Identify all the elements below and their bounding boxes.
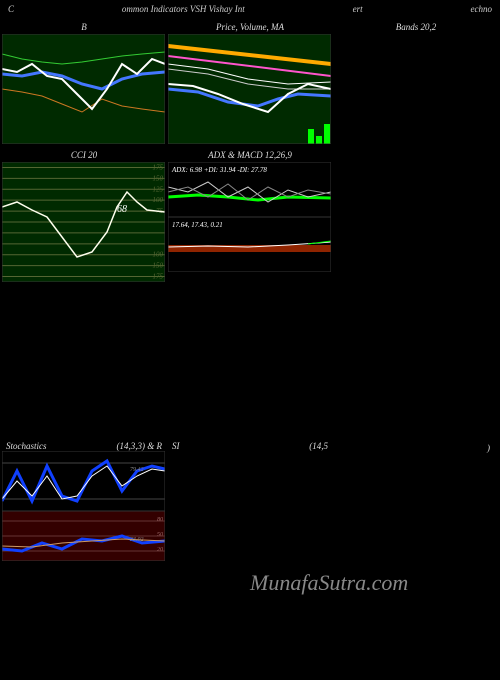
svg-text:100: 100 — [153, 196, 164, 204]
hdr-right: echno — [470, 4, 492, 14]
svg-text:50: 50 — [157, 532, 163, 538]
panel-adx-macd: ADX & MACD 12,26,9 ADX: 6.98 +DI: 31.94 … — [168, 148, 332, 282]
stoch-chart-2: 80 50 20 33.02 — [2, 511, 165, 561]
rsi-far: ) — [334, 441, 498, 455]
hdr-center: ommon Indicators VSH Vishay Int — [122, 4, 245, 14]
spacer — [0, 284, 500, 439]
watermark: MunafaSutra.com — [250, 570, 408, 596]
price-ma-title: Price, Volume, MA — [168, 20, 332, 34]
stoch-chart-1: 79.42 — [2, 451, 165, 511]
rsi-t2: (14,5 — [309, 441, 328, 451]
hdr-mid: ert — [353, 4, 363, 14]
panel-empty-r2 — [334, 148, 498, 282]
svg-text:17.64, 17.43, 0.21: 17.64, 17.43, 0.21 — [172, 221, 223, 229]
svg-text:100: 100 — [153, 251, 164, 259]
bands-title: Bands 20,2 — [334, 20, 498, 34]
svg-text:175: 175 — [153, 163, 164, 171]
bb-title: B — [2, 20, 166, 34]
cci-chart: 1751501251007510015017568 — [2, 162, 165, 282]
adx-chart: ADX: 6.98 +DI: 31.94 -DI: 27.78 — [168, 162, 331, 217]
svg-text:20: 20 — [157, 547, 163, 553]
svg-text:125: 125 — [153, 185, 164, 193]
stoch-t2: (14,3,3) & R — [117, 441, 163, 451]
svg-text:80: 80 — [157, 517, 163, 523]
svg-text:150: 150 — [153, 262, 164, 270]
svg-text:68: 68 — [117, 204, 127, 215]
svg-text:ADX: 6.98 +DI: 31.94 -DI: 27: ADX: 6.98 +DI: 31.94 -DI: 27.78 — [171, 166, 267, 174]
panel-bands: Bands 20,2 — [334, 20, 498, 144]
stoch-t1: Stochastics — [6, 441, 47, 451]
svg-text:79.42: 79.42 — [130, 466, 144, 473]
svg-text:175: 175 — [153, 273, 164, 281]
macd-chart: 17.64, 17.43, 0.21 — [168, 217, 331, 272]
rsi-title: SI (14,5 — [168, 441, 332, 451]
panel-rsi-far: ) — [334, 441, 498, 561]
row1: B Price, Volume, MA Bands 20,2 — [0, 18, 500, 146]
svg-text:33.02: 33.02 — [129, 537, 144, 543]
svg-text:150: 150 — [153, 174, 164, 182]
page-header: C ommon Indicators VSH Vishay Int ert ec… — [0, 0, 500, 18]
panel-rsi: SI (14,5 — [168, 441, 332, 561]
hdr-left: C — [8, 4, 14, 14]
panel-cci: CCI 20 1751501251007510015017568 — [2, 148, 166, 282]
panel-stoch: Stochastics (14,3,3) & R 79.42 80 50 20 33.… — [2, 441, 166, 561]
rsi-t1: SI — [172, 441, 180, 451]
panel-bb: B — [2, 20, 166, 144]
panel-price-ma: Price, Volume, MA — [168, 20, 332, 144]
cci-title: CCI 20 — [2, 148, 166, 162]
row2: CCI 20 1751501251007510015017568 ADX & M… — [0, 146, 500, 284]
bb-chart — [2, 34, 165, 144]
stoch-title: Stochastics (14,3,3) & R — [2, 441, 166, 451]
row3: Stochastics (14,3,3) & R 79.42 80 50 20 33.… — [0, 439, 500, 563]
adx-title: ADX & MACD 12,26,9 — [168, 148, 332, 162]
price-ma-chart — [168, 34, 331, 144]
